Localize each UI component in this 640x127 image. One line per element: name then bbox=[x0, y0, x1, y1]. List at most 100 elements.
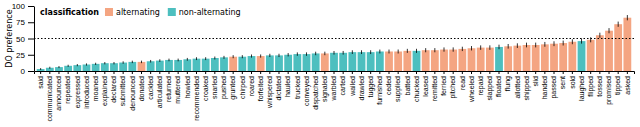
y-tick-label: 25 bbox=[16, 51, 25, 60]
error-bar bbox=[416, 49, 417, 53]
x-tick-label: dispatched bbox=[312, 76, 320, 110]
bar bbox=[119, 63, 127, 71]
bar bbox=[358, 52, 366, 71]
x-tick-label: introduced bbox=[83, 76, 90, 109]
bar bbox=[138, 62, 146, 71]
x-tick-label: whispered bbox=[266, 76, 274, 109]
x-tick-label: declared bbox=[110, 76, 117, 103]
x-tick-label: conveyed bbox=[303, 76, 311, 106]
error-bar bbox=[187, 58, 188, 61]
x-tick: flung bbox=[504, 71, 512, 91]
error-bar bbox=[260, 54, 261, 57]
x-tick-label: allotted bbox=[514, 76, 521, 99]
x-tick-label: forfeited bbox=[257, 76, 264, 101]
x-tick-mark bbox=[77, 71, 78, 74]
error-bar bbox=[150, 60, 151, 63]
x-tick: wailed bbox=[349, 71, 356, 97]
x-tick-label: chirped bbox=[239, 76, 247, 99]
x-tick-mark bbox=[132, 71, 133, 74]
x-tick-mark bbox=[544, 71, 545, 74]
x-tick-mark bbox=[618, 71, 619, 74]
x-tick-label: pushed bbox=[220, 76, 228, 99]
bar bbox=[165, 60, 173, 71]
x-tick: signaled bbox=[321, 71, 329, 102]
x-tick-label: shipped bbox=[523, 76, 531, 101]
x-tick: announced bbox=[55, 71, 62, 111]
error-bar bbox=[49, 67, 50, 69]
x-tick-mark bbox=[187, 71, 188, 74]
x-tick: furnished bbox=[376, 71, 383, 105]
bar bbox=[257, 56, 265, 71]
x-tick: howled bbox=[184, 71, 191, 98]
bar bbox=[174, 60, 182, 71]
x-tick-label: read bbox=[459, 76, 466, 90]
bar bbox=[596, 35, 604, 71]
legend-title: classification bbox=[40, 8, 99, 17]
bar bbox=[229, 57, 237, 71]
bar bbox=[504, 46, 512, 71]
bar bbox=[238, 57, 246, 71]
bar bbox=[486, 48, 494, 71]
bar bbox=[477, 48, 485, 71]
x-tick-label: repeated bbox=[64, 76, 72, 104]
x-tick-label: said bbox=[37, 76, 44, 89]
legend-label: alternating bbox=[116, 8, 160, 17]
x-tick-label: recommended bbox=[193, 76, 200, 121]
error-bar bbox=[581, 39, 582, 44]
error-bar bbox=[223, 56, 224, 59]
x-tick: promised bbox=[605, 71, 613, 105]
error-bar bbox=[324, 52, 325, 56]
x-tick-mark bbox=[407, 71, 408, 74]
x-tick: chucked bbox=[413, 71, 420, 102]
error-bar bbox=[462, 47, 463, 51]
x-tick: moaned bbox=[92, 71, 99, 101]
x-tick: flipped bbox=[587, 71, 595, 97]
error-bar bbox=[599, 33, 600, 38]
bar bbox=[183, 59, 191, 71]
x-tick-label: furnished bbox=[376, 76, 383, 105]
error-bar bbox=[499, 45, 500, 50]
x-tick: tossed bbox=[596, 71, 603, 97]
y-axis-line bbox=[34, 7, 35, 72]
error-bar bbox=[95, 63, 96, 65]
x-tick-label: repaid bbox=[477, 76, 485, 96]
error-bar bbox=[572, 39, 573, 44]
error-bar bbox=[233, 55, 234, 58]
error-bar bbox=[58, 66, 59, 68]
x-tick-label: pitched bbox=[449, 76, 457, 99]
bar bbox=[532, 45, 540, 71]
x-tick-mark bbox=[535, 71, 536, 74]
error-bar bbox=[86, 63, 87, 65]
x-tick-mark bbox=[444, 71, 445, 74]
x-tick-label: sold bbox=[569, 76, 576, 89]
y-tick-label: 100 bbox=[12, 2, 26, 11]
x-tick: denounced bbox=[129, 71, 136, 111]
x-tick: sent bbox=[559, 71, 566, 89]
x-tick-mark bbox=[113, 71, 114, 74]
error-bar bbox=[389, 50, 390, 54]
x-tick-mark bbox=[609, 71, 610, 74]
x-tick: passed bbox=[550, 71, 558, 99]
x-tick-mark bbox=[352, 71, 353, 74]
error-bar bbox=[352, 50, 353, 54]
error-bar bbox=[297, 52, 298, 55]
x-tick-mark bbox=[242, 71, 243, 74]
error-bar bbox=[407, 49, 408, 53]
x-tick-mark bbox=[269, 71, 270, 74]
bar bbox=[523, 45, 531, 71]
x-tick-mark bbox=[389, 71, 390, 74]
x-tick-label: ceded bbox=[385, 76, 392, 95]
x-tick-label: grunted bbox=[229, 76, 237, 100]
bar bbox=[156, 61, 164, 71]
bar bbox=[578, 41, 586, 71]
x-tick-mark bbox=[168, 71, 169, 74]
x-tick-mark bbox=[434, 71, 435, 74]
x-tick-mark bbox=[508, 71, 509, 74]
x-tick: croaked bbox=[202, 71, 209, 101]
plot-area: 0255075100saidcommunicatedannouncedrepea… bbox=[12, 2, 635, 121]
bar bbox=[559, 43, 567, 71]
error-bar bbox=[269, 54, 270, 57]
x-tick-label: asked bbox=[624, 76, 631, 95]
error-bar bbox=[168, 59, 169, 62]
x-tick-mark bbox=[499, 71, 500, 74]
